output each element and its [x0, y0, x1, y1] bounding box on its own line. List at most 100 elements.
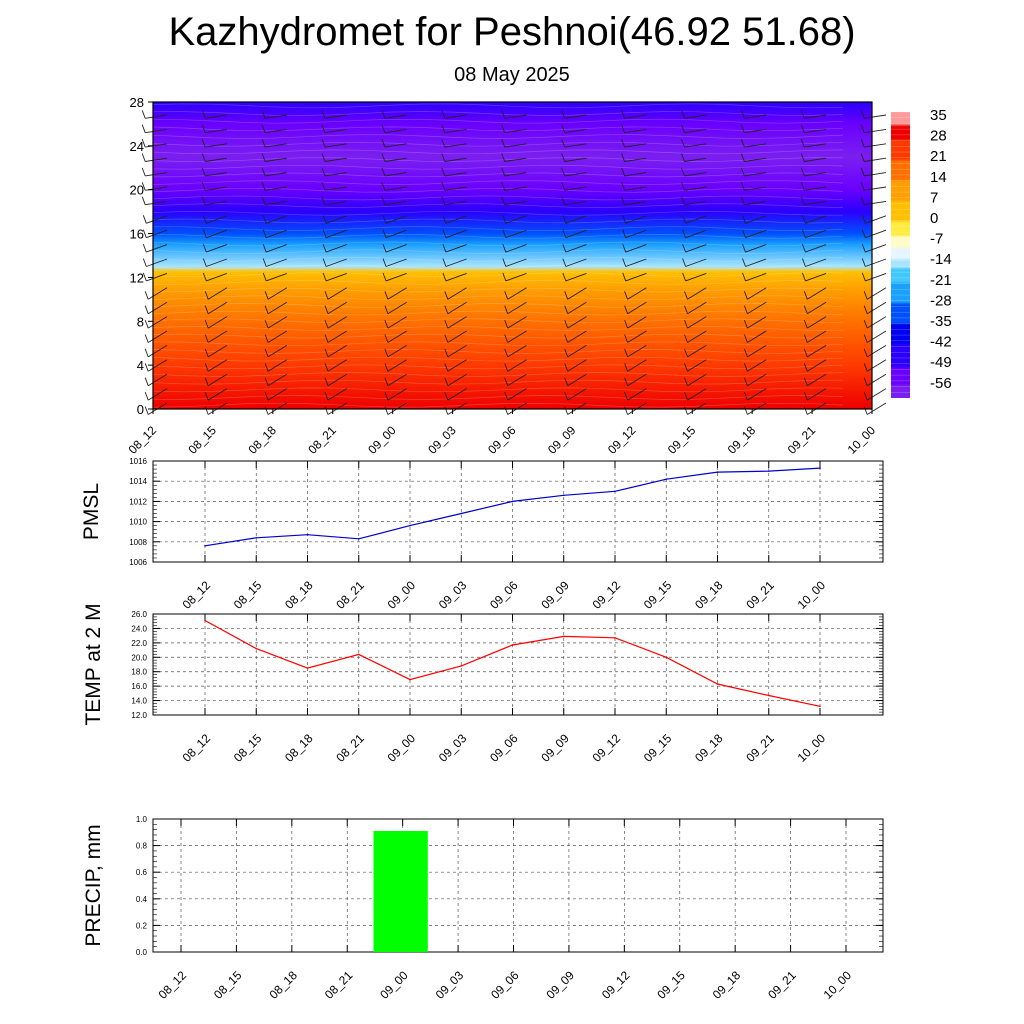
- wind-barb: [265, 172, 287, 177]
- contour-line: [152, 295, 844, 301]
- wind-barb-flag: [322, 258, 327, 267]
- pmsl-point: [204, 545, 206, 547]
- wind-barb-flag: [564, 391, 569, 401]
- wind-barb-flag: [264, 391, 269, 401]
- wind-barb-flag: [861, 272, 866, 282]
- colorbar-label: -21: [930, 272, 952, 289]
- wind-barb-flag: [324, 391, 329, 401]
- wind-barb: [804, 143, 827, 148]
- pmsl-x-tick-label: 09_21: [743, 578, 777, 612]
- wind-barb-flag: [201, 196, 206, 205]
- wind-barb: [507, 301, 527, 315]
- colorbar-label: -35: [930, 313, 952, 330]
- wind-barb: [145, 143, 168, 148]
- wind-barb: [205, 186, 227, 191]
- wind-barb: [627, 345, 647, 358]
- wind-barb: [864, 172, 887, 177]
- wind-barb-flag: [501, 196, 506, 205]
- wind-barb: [684, 114, 707, 119]
- temp2m-x-tick-label: 08_21: [333, 731, 367, 765]
- pmsl-point: [563, 494, 565, 497]
- colorbar-label: 21: [930, 148, 947, 165]
- pmsl-point: [409, 524, 411, 527]
- wind-barb: [385, 258, 407, 267]
- wind-barb: [685, 229, 707, 239]
- wind-barb: [866, 316, 887, 329]
- temp2m-point: [409, 678, 411, 681]
- wind-barb: [744, 143, 767, 148]
- pmsl-x-tick-label: 08_18: [282, 578, 316, 612]
- wind-barb-flag: [142, 258, 147, 267]
- wind-barb: [387, 316, 407, 329]
- wind-barb-flag: [801, 258, 806, 267]
- wind-barb: [447, 287, 467, 300]
- wind-barb: [625, 229, 647, 239]
- wind-barb-flag: [801, 229, 806, 238]
- contour-line: [152, 280, 844, 285]
- wind-barb-flag: [743, 305, 748, 314]
- wind-barb-flag: [501, 138, 506, 148]
- wind-barb: [505, 215, 527, 224]
- wind-barb: [267, 301, 288, 315]
- wind-barb-flag: [801, 272, 806, 282]
- wind-barb-flag: [142, 243, 147, 253]
- wind-barb-flag: [742, 272, 746, 282]
- wind-barb-flag: [621, 182, 626, 191]
- wind-barb-flag: [261, 110, 266, 119]
- heatmap-y-tick-label: 16: [130, 227, 144, 242]
- wind-barb: [747, 330, 767, 343]
- pmsl-point: [460, 512, 463, 515]
- wind-barb: [684, 200, 707, 206]
- wind-barb: [267, 287, 288, 300]
- wind-barb-flag: [201, 124, 206, 133]
- wind-barb: [507, 330, 527, 343]
- pmsl-point: [306, 533, 309, 536]
- wind-barb-flag: [624, 391, 629, 401]
- wind-barb-flag: [201, 110, 206, 119]
- heatmap-y-tick-label: 12: [130, 270, 144, 285]
- contour-line: [152, 326, 844, 331]
- wind-barb: [504, 114, 527, 119]
- wind-barb-flag: [204, 406, 209, 415]
- wind-barb-flag: [262, 243, 267, 253]
- temp2m-x-tick-label: 09_09: [538, 731, 572, 765]
- wind-barb: [687, 316, 707, 329]
- wind-barb: [445, 215, 467, 224]
- wind-barb-flag: [322, 215, 327, 224]
- wind-barb-flag: [264, 363, 269, 372]
- wind-barb-flag: [863, 291, 868, 300]
- wind-barb-flag: [384, 348, 389, 358]
- wind-barb-flag: [861, 229, 866, 238]
- wind-barb: [687, 345, 707, 358]
- wind-barb-flag: [562, 215, 567, 224]
- contour-line: [152, 226, 844, 231]
- wind-barb: [507, 345, 527, 358]
- wind-barb-flag: [262, 272, 267, 282]
- wind-barb: [505, 244, 527, 253]
- wind-barb-flag: [502, 243, 507, 253]
- wind-barb: [624, 200, 647, 206]
- wind-barb-flag: [863, 406, 868, 415]
- wind-barb: [444, 114, 467, 119]
- wind-barb: [505, 229, 527, 239]
- wind-barb: [567, 316, 587, 329]
- heatmap-x-tick-label: 09_15: [665, 423, 699, 457]
- temp2m-point: [614, 637, 616, 639]
- wind-barb: [807, 388, 827, 401]
- wind-barb-flag: [561, 110, 566, 119]
- wind-barb-flag: [202, 215, 207, 224]
- wind-barb-flag: [681, 110, 685, 119]
- wind-barb: [567, 287, 587, 300]
- wind-barb: [325, 229, 347, 239]
- contour-line: [152, 287, 844, 293]
- heatmap-x-tick-label: 09_09: [545, 423, 579, 457]
- wind-barb-flag: [860, 110, 865, 119]
- wind-barb-flag: [681, 124, 685, 133]
- colorbar-label: -28: [930, 292, 952, 309]
- wind-barb-flag: [324, 291, 329, 300]
- wind-barb: [627, 330, 647, 343]
- wind-barb-flag: [621, 124, 626, 133]
- temp2m-y-tick-label: 22.0: [131, 639, 147, 648]
- contour-line: [152, 341, 844, 347]
- pmsl-x-tick-label: 09_18: [692, 578, 726, 612]
